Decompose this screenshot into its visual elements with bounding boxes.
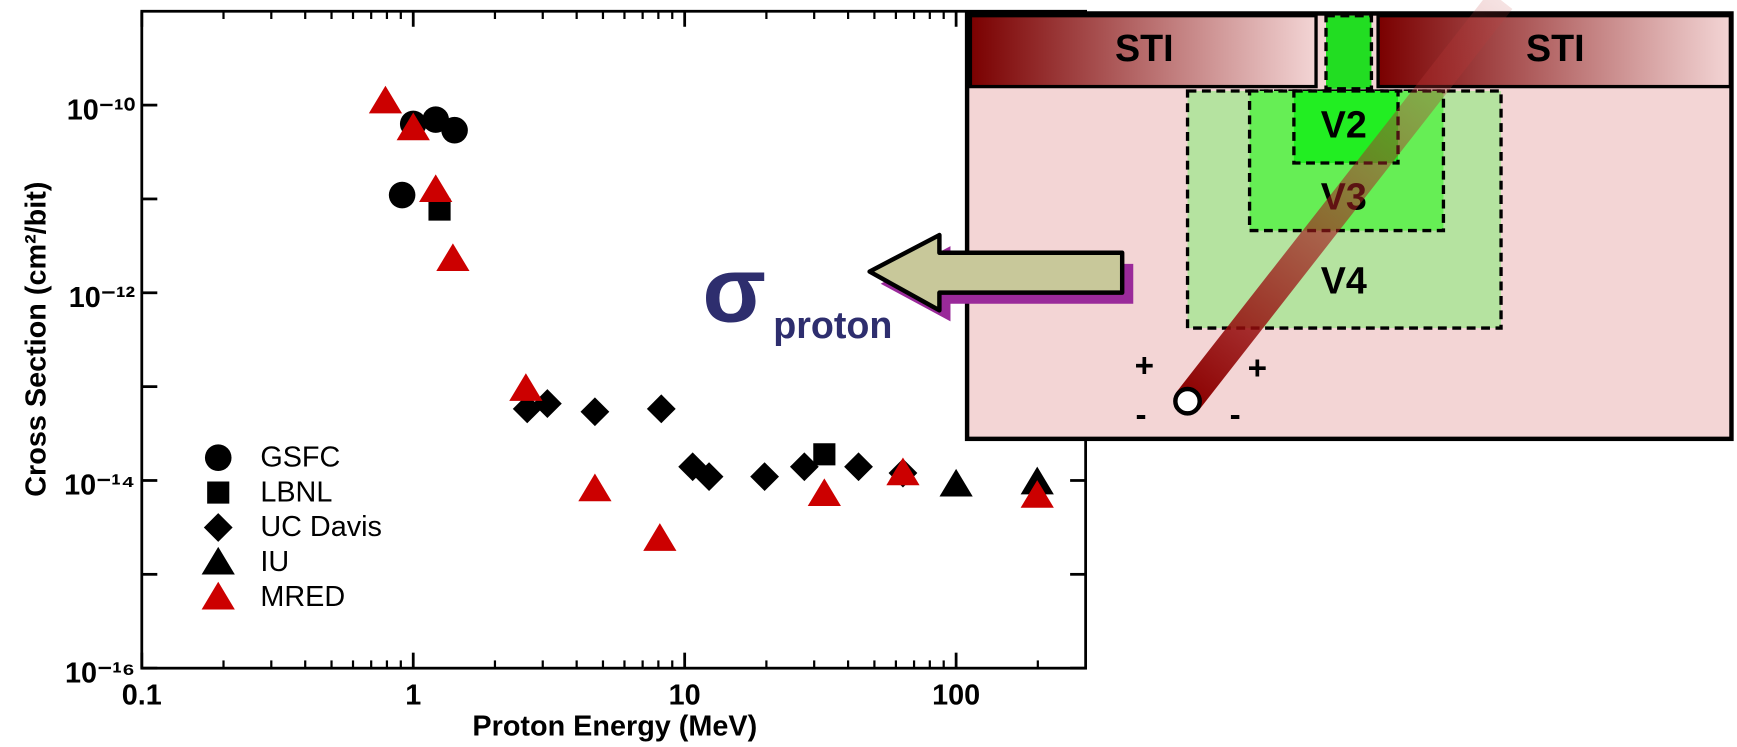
- sigma-symbol: σ: [702, 238, 766, 342]
- data-point: [750, 462, 779, 491]
- legend-label: UC Davis: [260, 511, 382, 543]
- data-point: [509, 373, 542, 401]
- legend-marker: [202, 547, 235, 575]
- v4-label: V4: [1321, 260, 1367, 302]
- ion-origin: [1175, 389, 1199, 413]
- legend-marker: [205, 444, 232, 471]
- x-tick-label: 1: [405, 680, 421, 712]
- gate: [1326, 16, 1371, 89]
- figure: Proton Energy (MeV) Cross Section (cm²/b…: [0, 0, 1737, 747]
- legend-label: IU: [260, 546, 289, 578]
- data-point: [389, 182, 416, 209]
- legend-marker: [207, 482, 229, 504]
- data-point: [441, 117, 468, 144]
- v2-label: V2: [1321, 104, 1367, 146]
- chart: Proton Energy (MeV) Cross Section (cm²/b…: [20, 11, 1085, 742]
- x-tick-label: 10: [669, 680, 701, 712]
- y-tick-label: 10⁻¹⁰: [67, 94, 136, 126]
- data-point: [643, 523, 676, 551]
- y-tick-label: 10⁻¹⁴: [64, 470, 135, 502]
- data-point: [419, 174, 452, 202]
- device-diagram: STI STI V4 V3 V2 + + - - σ proton: [702, 0, 1731, 439]
- charge-minus: -: [1135, 396, 1146, 433]
- legend-marker: [204, 513, 233, 542]
- data-point: [369, 86, 402, 114]
- y-axis-label: Cross Section (cm²/bit): [20, 182, 52, 497]
- charge-plus: +: [1135, 348, 1154, 385]
- sti-label: STI: [1115, 27, 1174, 69]
- x-tick-label: 100: [932, 680, 980, 712]
- charge-plus: +: [1248, 350, 1267, 387]
- data-point: [844, 452, 873, 481]
- data-point: [647, 394, 676, 423]
- charge-minus: -: [1230, 396, 1241, 433]
- legend-label: MRED: [260, 581, 345, 613]
- data-point: [578, 474, 611, 502]
- data-point: [808, 478, 841, 506]
- sigma-subscript: proton: [773, 304, 892, 346]
- data-point: [813, 443, 835, 465]
- legend-label: LBNL: [260, 476, 332, 508]
- legend-label: GSFC: [260, 441, 340, 473]
- x-axis-label: Proton Energy (MeV): [472, 711, 757, 743]
- data-point: [436, 243, 469, 271]
- y-tick-label: 10⁻¹⁶: [65, 657, 135, 689]
- sti-label: STI: [1526, 27, 1585, 69]
- data-point: [939, 469, 972, 497]
- y-tick-label: 10⁻¹²: [69, 282, 135, 314]
- data-point: [581, 397, 610, 426]
- legend-marker: [202, 582, 235, 610]
